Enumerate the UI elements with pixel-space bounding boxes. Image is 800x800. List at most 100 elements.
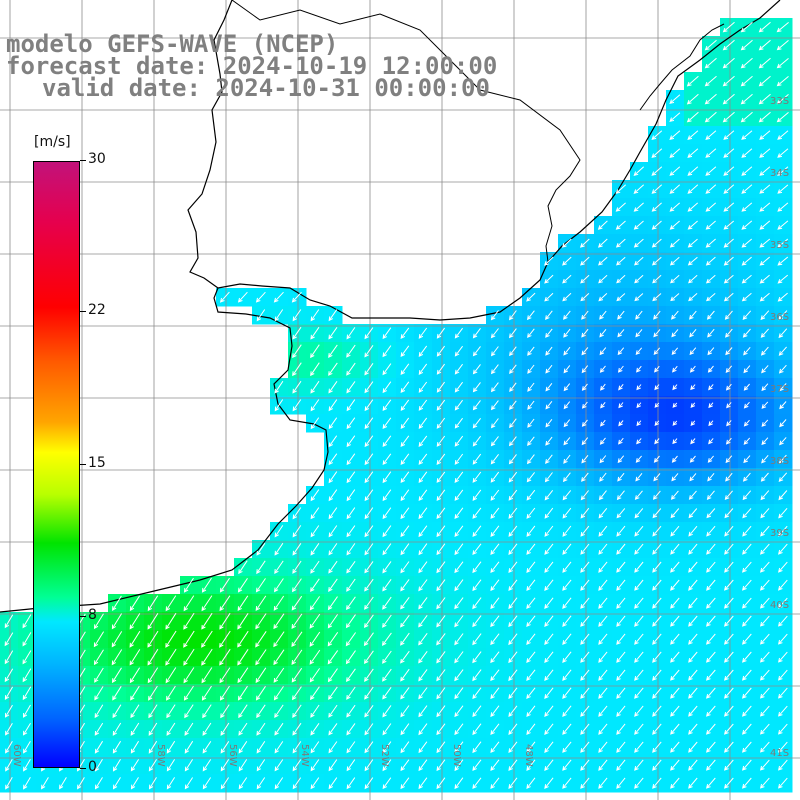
wind-arrow xyxy=(562,274,572,284)
wind-arrow xyxy=(779,401,787,410)
wind-arrow xyxy=(183,577,194,593)
wind-arrow xyxy=(723,220,735,230)
wind-arrow xyxy=(328,759,338,772)
wind-arrow xyxy=(563,383,571,392)
wind-arrow xyxy=(740,57,753,69)
wind-arrow xyxy=(93,613,104,630)
wind-arrow xyxy=(400,777,410,790)
wind-arrow xyxy=(725,383,732,391)
wind-arrow xyxy=(454,687,464,700)
wind-arrow xyxy=(652,669,662,681)
wind-arrow xyxy=(237,291,248,303)
wind-arrow xyxy=(724,741,734,753)
wind-arrow xyxy=(600,383,606,391)
wind-arrow xyxy=(292,759,302,772)
wind-arrow xyxy=(544,687,554,700)
wind-arrow xyxy=(759,184,771,194)
wind-arrow xyxy=(741,148,753,158)
wind-arrow xyxy=(238,722,248,736)
wind-arrow xyxy=(148,704,158,719)
wind-arrow xyxy=(363,632,374,647)
wind-arrow xyxy=(722,111,735,123)
wind-arrow xyxy=(274,309,284,322)
wind-arrow xyxy=(130,777,139,790)
wind-arrow xyxy=(94,686,104,701)
wind-arrow xyxy=(598,777,608,789)
wind-arrow xyxy=(599,437,606,445)
wind-arrow xyxy=(561,238,572,248)
wind-arrow xyxy=(616,561,626,573)
wind-arrow xyxy=(562,633,572,646)
wind-arrow xyxy=(22,632,32,647)
wind-arrow xyxy=(454,741,464,754)
wind-arrow xyxy=(490,597,500,610)
wind-arrow xyxy=(490,507,500,519)
wind-arrow xyxy=(346,453,356,466)
wind-arrow xyxy=(722,39,735,51)
wind-arrow xyxy=(634,669,644,681)
wind-arrow xyxy=(778,472,788,482)
wind-arrow xyxy=(740,21,753,33)
wind-arrow xyxy=(690,384,696,391)
wind-arrow xyxy=(652,615,662,627)
wind-arrow xyxy=(382,668,392,682)
wind-arrow xyxy=(328,560,338,574)
wind-arrow xyxy=(454,489,464,501)
wind-arrow xyxy=(382,363,392,376)
wind-arrow xyxy=(291,667,303,683)
wind-arrow xyxy=(310,309,320,322)
wind-arrow xyxy=(688,723,698,735)
wind-arrow xyxy=(454,777,464,790)
wind-arrow xyxy=(345,614,356,629)
wind-arrow xyxy=(742,687,752,699)
wind-arrow xyxy=(255,578,266,593)
wind-arrow xyxy=(581,419,588,427)
wind-arrow xyxy=(599,455,607,464)
wind-arrow xyxy=(688,687,698,699)
wind-arrow xyxy=(778,777,788,789)
wind-arrow xyxy=(255,631,267,648)
wind-arrow xyxy=(219,291,230,303)
wind-arrow xyxy=(581,437,589,446)
wind-arrow xyxy=(651,220,662,230)
wind-arrow xyxy=(328,381,338,394)
wind-arrow xyxy=(544,579,554,592)
wind-arrow xyxy=(310,489,320,502)
wind-arrow xyxy=(652,777,662,789)
wind-arrow xyxy=(454,759,464,772)
wind-arrow xyxy=(723,256,734,266)
wind-arrow xyxy=(382,471,392,484)
wind-arrow xyxy=(526,777,536,790)
wind-arrow xyxy=(237,630,249,648)
wind-arrow xyxy=(687,148,699,158)
wind-arrow xyxy=(760,472,769,482)
wind-arrow xyxy=(400,614,410,628)
wind-arrow xyxy=(454,345,463,357)
wind-arrow xyxy=(255,667,267,684)
wind-arrow xyxy=(436,561,446,574)
wind-arrow xyxy=(508,579,518,592)
wind-arrow xyxy=(400,345,410,358)
wind-arrow xyxy=(688,490,697,500)
wind-arrow xyxy=(562,741,572,753)
title-forecast-date: forecast date: 2024-10-19 12:00:00 xyxy=(6,52,498,80)
wind-arrow xyxy=(600,419,606,427)
wind-arrow xyxy=(490,687,500,700)
wind-arrow xyxy=(346,381,356,394)
wind-arrow xyxy=(418,561,428,574)
wind-arrow xyxy=(687,166,699,176)
wind-arrow xyxy=(580,741,590,753)
wind-arrow xyxy=(778,346,787,356)
wind-arrow xyxy=(616,615,626,627)
wind-arrow xyxy=(598,705,608,717)
wind-arrow xyxy=(310,417,320,430)
wind-arrow xyxy=(382,381,392,394)
wind-arrow xyxy=(490,777,500,790)
wind-arrow xyxy=(310,399,320,412)
wind-arrow xyxy=(706,741,716,753)
wind-arrow xyxy=(472,669,482,682)
wind-arrow xyxy=(654,420,660,427)
wind-arrow xyxy=(490,633,500,646)
wind-arrow xyxy=(219,595,231,612)
wind-arrow xyxy=(364,417,374,430)
